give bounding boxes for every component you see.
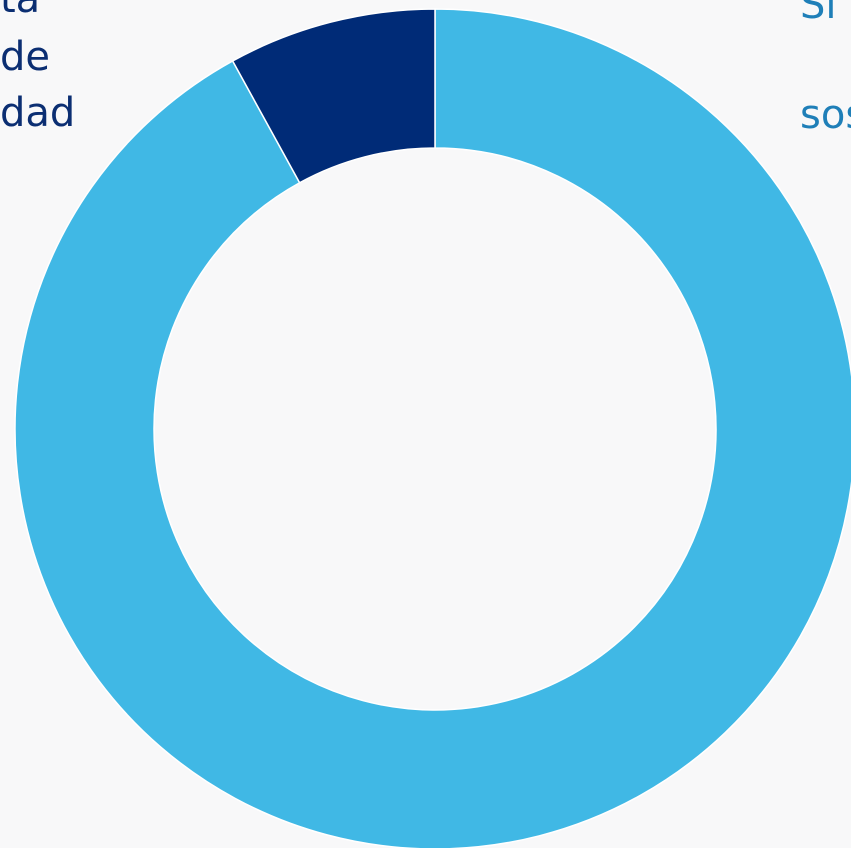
- segment-label: de: [0, 34, 50, 80]
- segment-label: sos: [800, 92, 851, 138]
- segment-label: Si (: [800, 0, 851, 28]
- segment-label: ta: [0, 0, 40, 22]
- donut-segment: [231, 8, 436, 184]
- donut-segment: [14, 8, 851, 848]
- segment-label: dad: [0, 90, 75, 136]
